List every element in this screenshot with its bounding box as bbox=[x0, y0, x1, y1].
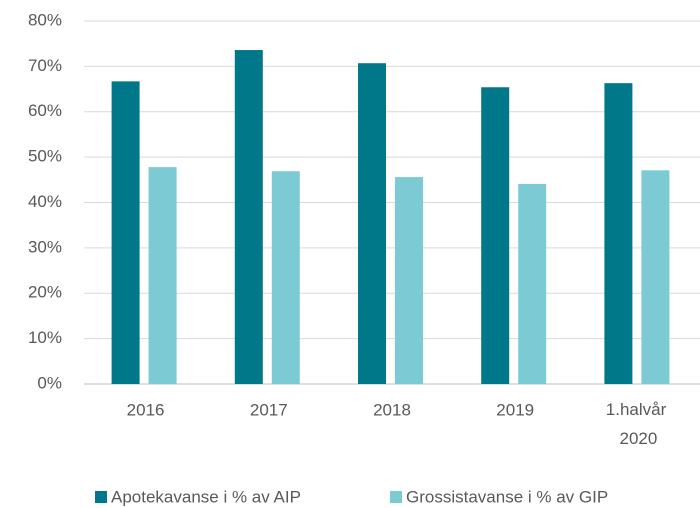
legend-swatch bbox=[95, 491, 107, 503]
bar bbox=[148, 167, 177, 384]
x-tick-label: 2018 bbox=[373, 400, 411, 419]
x-tick-label: 2017 bbox=[250, 400, 288, 419]
y-tick-label: 60% bbox=[28, 101, 62, 120]
bar bbox=[604, 83, 633, 384]
bar bbox=[111, 81, 140, 384]
y-tick-label: 40% bbox=[28, 192, 62, 211]
x-tick-label: 2016 bbox=[127, 400, 165, 419]
bar bbox=[358, 63, 386, 384]
bar bbox=[481, 87, 510, 384]
bar bbox=[271, 171, 300, 384]
x-tick-label: 1.halvår 2020 bbox=[606, 400, 671, 448]
y-tick-label: 50% bbox=[28, 147, 62, 166]
y-tick-label: 70% bbox=[28, 56, 62, 75]
bar bbox=[234, 50, 263, 384]
legend-label: Grossistavanse i % av GIP bbox=[406, 487, 608, 506]
x-tick-label: 2019 bbox=[496, 400, 534, 419]
bar bbox=[395, 177, 423, 384]
bar bbox=[641, 170, 670, 384]
legend-label: Apotekavanse i % av AIP bbox=[111, 487, 301, 506]
y-tick-label: 10% bbox=[28, 328, 62, 347]
y-tick-label: 80% bbox=[28, 10, 62, 29]
bar bbox=[518, 183, 547, 384]
y-tick-label: 0% bbox=[37, 373, 62, 392]
y-tick-label: 30% bbox=[28, 237, 62, 256]
legend-swatch bbox=[390, 491, 402, 503]
y-tick-label: 20% bbox=[28, 283, 62, 302]
